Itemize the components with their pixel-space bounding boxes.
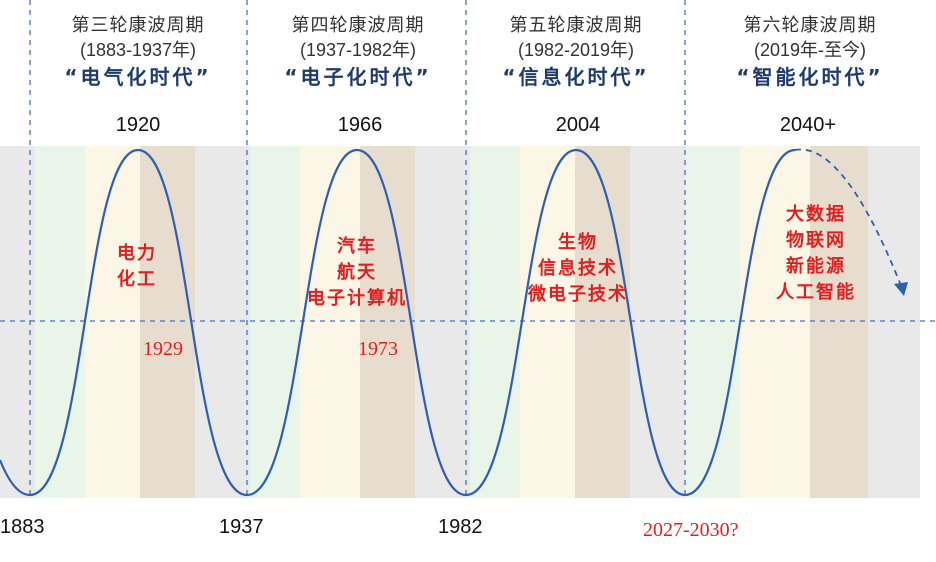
tech-item: 电力 xyxy=(117,243,157,264)
tech-item: 微电子技术 xyxy=(528,284,628,305)
peak-year-label: 2040+ xyxy=(779,114,837,136)
forecast-year-label: 2027-2030? xyxy=(643,519,739,541)
band-green xyxy=(470,146,520,498)
peak-year-label: 1920 xyxy=(115,114,161,136)
band-tan xyxy=(810,146,868,498)
wave-name: 第四轮康波周期 xyxy=(291,15,425,36)
band-green xyxy=(250,146,300,498)
wave-period: (1982-2019年) xyxy=(517,40,635,60)
wave-era: “智能化时代” xyxy=(736,65,884,89)
kondratiev-wave-curve xyxy=(0,148,796,497)
band-gray xyxy=(0,146,35,498)
background-bands xyxy=(0,146,920,498)
wave-period: (1937-1982年) xyxy=(299,40,417,60)
band-cream xyxy=(740,146,810,498)
band-tan xyxy=(140,146,195,498)
axis-year-label: 1883 xyxy=(0,516,45,538)
band-green xyxy=(685,146,740,498)
wave-period: (2019年-至今) xyxy=(753,40,867,60)
tech-item: 汽车 xyxy=(337,236,377,257)
tech-list-wave-3: 电力 化工 xyxy=(57,241,217,293)
tech-item: 人工智能 xyxy=(776,282,856,303)
tech-item: 生物 xyxy=(558,232,598,253)
band-gray xyxy=(630,146,685,498)
band-cream xyxy=(85,146,140,498)
wave-era: “电子化时代” xyxy=(284,65,432,89)
tech-item: 电子计算机 xyxy=(307,288,407,309)
downturn-year-label: 1929 xyxy=(143,338,183,360)
wave-name: 第五轮康波周期 xyxy=(509,15,643,36)
axis-year-label: 1937 xyxy=(219,516,264,538)
band-gray xyxy=(195,146,250,498)
wave-era: “信息化时代” xyxy=(502,65,650,89)
tech-list-wave-4: 汽车 航天 电子计算机 xyxy=(277,234,437,312)
tech-item: 新能源 xyxy=(786,256,846,277)
tech-item: 物联网 xyxy=(786,230,846,251)
wave-period: (1883-1937年) xyxy=(79,40,197,60)
band-gray xyxy=(415,146,470,498)
wave-era: “电气化时代” xyxy=(64,65,212,89)
peak-year-label: 1966 xyxy=(337,114,383,136)
wave-header-3: 第三轮康波周期 (1883-1937年) “电气化时代” xyxy=(38,14,238,92)
wave-name: 第六轮康波周期 xyxy=(743,15,877,36)
tech-list-wave-5: 生物 信息技术 微电子技术 xyxy=(498,230,658,308)
tech-item: 信息技术 xyxy=(538,258,618,279)
wave-header-6: 第六轮康波周期 (2019年-至今) “智能化时代” xyxy=(710,14,910,92)
band-gray xyxy=(868,146,920,498)
axis-year-label: 1982 xyxy=(438,516,483,538)
wave-name: 第三轮康波周期 xyxy=(71,15,205,36)
wave-header-5: 第五轮康波周期 (1982-2019年) “信息化时代” xyxy=(476,14,676,92)
tech-list-wave-6: 大数据 物联网 新能源 人工智能 xyxy=(736,202,896,306)
band-tan xyxy=(575,146,630,498)
forecast-dashed-curve xyxy=(794,148,903,289)
tech-item: 大数据 xyxy=(786,204,846,225)
wave-header-4: 第四轮康波周期 (1937-1982年) “电子化时代” xyxy=(258,14,458,92)
band-cream xyxy=(520,146,575,498)
band-cream xyxy=(300,146,360,498)
forecast-arrow-icon xyxy=(894,282,908,296)
band-green xyxy=(35,146,85,498)
peak-year-label: 2004 xyxy=(555,114,601,136)
downturn-year-label: 1973 xyxy=(358,338,398,360)
tech-item: 化工 xyxy=(117,269,157,290)
band-tan xyxy=(360,146,415,498)
tech-item: 航天 xyxy=(337,262,377,283)
vertical-guides xyxy=(29,0,686,498)
